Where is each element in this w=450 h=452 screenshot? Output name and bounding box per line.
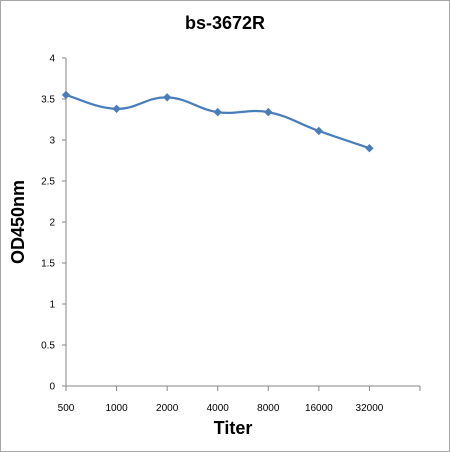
- data-point-marker: [61, 90, 71, 100]
- x-tick-label: 32000: [356, 403, 384, 414]
- data-point-marker: [314, 126, 324, 136]
- data-point-marker: [112, 104, 121, 114]
- series-group: [61, 90, 374, 153]
- data-point-marker: [162, 93, 172, 102]
- y-axis-title: OD450nm: [8, 180, 28, 264]
- y-tick-label: 3: [49, 136, 55, 147]
- x-tick-label: 4000: [207, 403, 230, 414]
- x-tick-label: 500: [58, 403, 75, 414]
- y-tick-label: 3.5: [41, 95, 55, 106]
- chart-title: bs-3672R: [185, 13, 265, 33]
- x-tick-label: 1000: [105, 403, 128, 414]
- data-point-marker: [365, 144, 374, 153]
- y-tick-labels: 0 0.5 1 1.5 2 2.5 3 3.5 4: [41, 54, 66, 393]
- y-tick-label: 1: [49, 300, 55, 311]
- y-tick-label: 0.5: [41, 341, 55, 352]
- x-tick-label: 8000: [257, 403, 280, 414]
- x-tick-labels: 500 1000 2000 4000 8000 16000 32000: [58, 386, 421, 414]
- series-line: [65, 93, 370, 150]
- x-axis-title: Titer: [214, 418, 253, 438]
- y-tick-label: 0: [49, 382, 55, 393]
- y-tick-label: 2: [49, 218, 55, 229]
- x-tick-label: 2000: [156, 403, 179, 414]
- y-tick-label: 2.5: [41, 177, 55, 188]
- data-point-marker: [264, 107, 273, 117]
- data-point-marker: [213, 107, 222, 117]
- y-tick-label: 4: [49, 54, 55, 65]
- y-tick-label: 1.5: [41, 259, 55, 270]
- x-tick-label: 16000: [305, 403, 333, 414]
